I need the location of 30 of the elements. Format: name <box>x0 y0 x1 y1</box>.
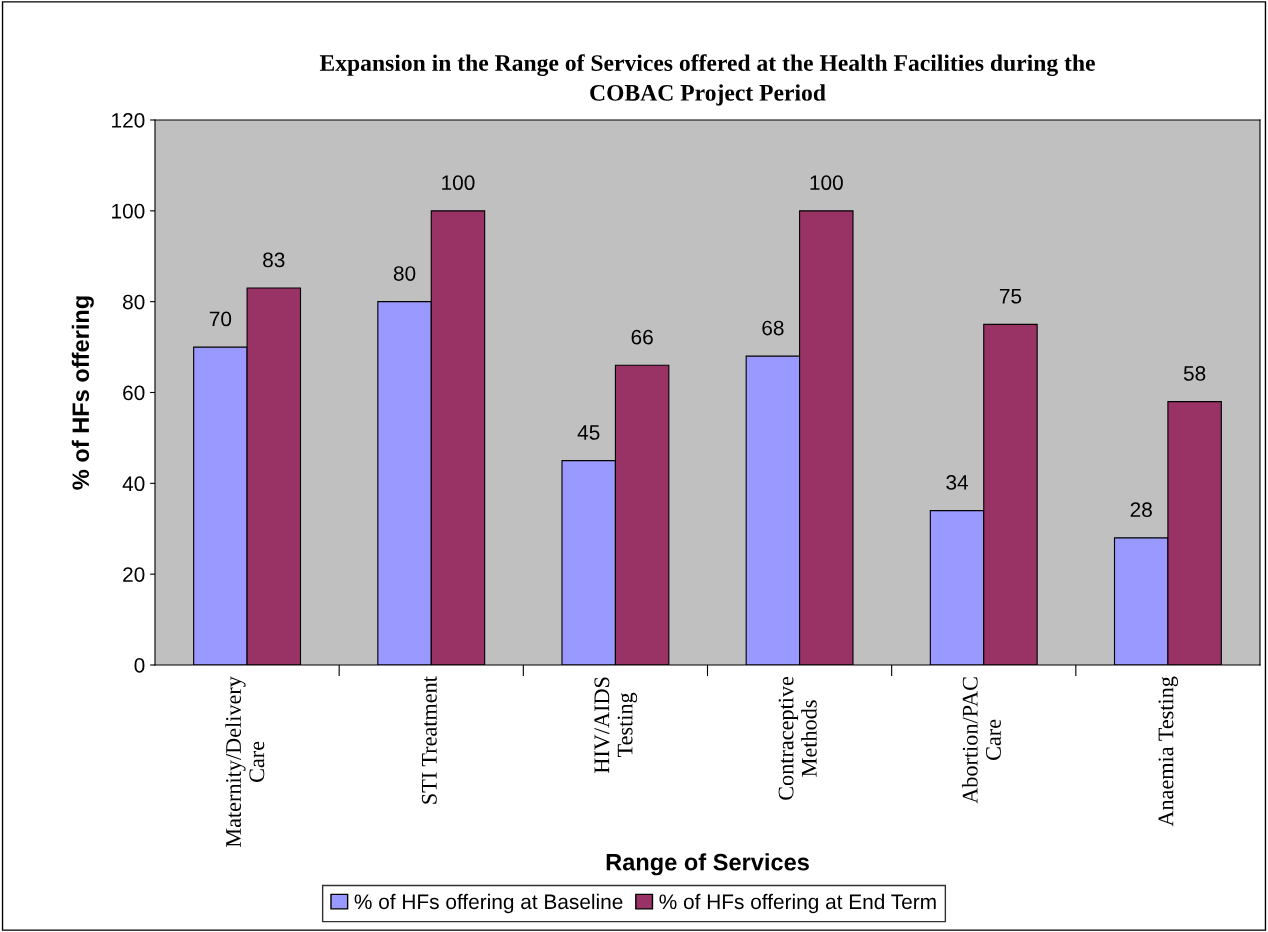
legend-label: % of HFs offering at End Term <box>659 893 936 914</box>
data-label: 70 <box>209 311 232 327</box>
x-tick-label: Abortion/PAC Care <box>962 677 1001 804</box>
legend-label: % of HFs offering at Baseline <box>354 893 623 914</box>
y-tick-label: 60 <box>123 385 145 401</box>
x-tick-label: Maternity/Delivery Care <box>225 676 265 848</box>
x-tick-label: STI Treatment <box>421 676 437 804</box>
y-tick-label: 120 <box>112 113 145 128</box>
data-label: 66 <box>631 329 653 345</box>
x-tick-label: Anaemia Testing <box>1158 676 1178 827</box>
chart-title: Expansion in the Range of Services offered at the Health Facilities during the COBAC Project Period <box>319 54 1095 106</box>
data-label: 34 <box>946 475 969 490</box>
data-label: 68 <box>762 320 784 336</box>
y-axis-title: % of HFs offering <box>71 296 94 490</box>
data-label: 58 <box>1183 366 1206 381</box>
y-tick-label: 20 <box>123 567 145 582</box>
data-label: 80 <box>393 266 416 281</box>
x-tick-label: Contraceptive Methods <box>778 676 817 800</box>
x-tick-label: HIV/AIDS Testing <box>594 677 638 773</box>
data-label: 75 <box>999 289 1022 304</box>
data-label: 45 <box>577 425 600 440</box>
x-axis-title: Range of Services <box>606 853 809 876</box>
y-tick-label: 100 <box>112 203 145 219</box>
y-tick-label: 40 <box>122 476 145 492</box>
data-label: 83 <box>263 252 285 268</box>
data-label: 100 <box>810 175 843 191</box>
y-tick-label: 0 <box>134 658 145 673</box>
data-label: 28 <box>1130 502 1152 518</box>
data-label: 100 <box>442 175 475 191</box>
y-tick-label: 80 <box>123 294 145 310</box>
